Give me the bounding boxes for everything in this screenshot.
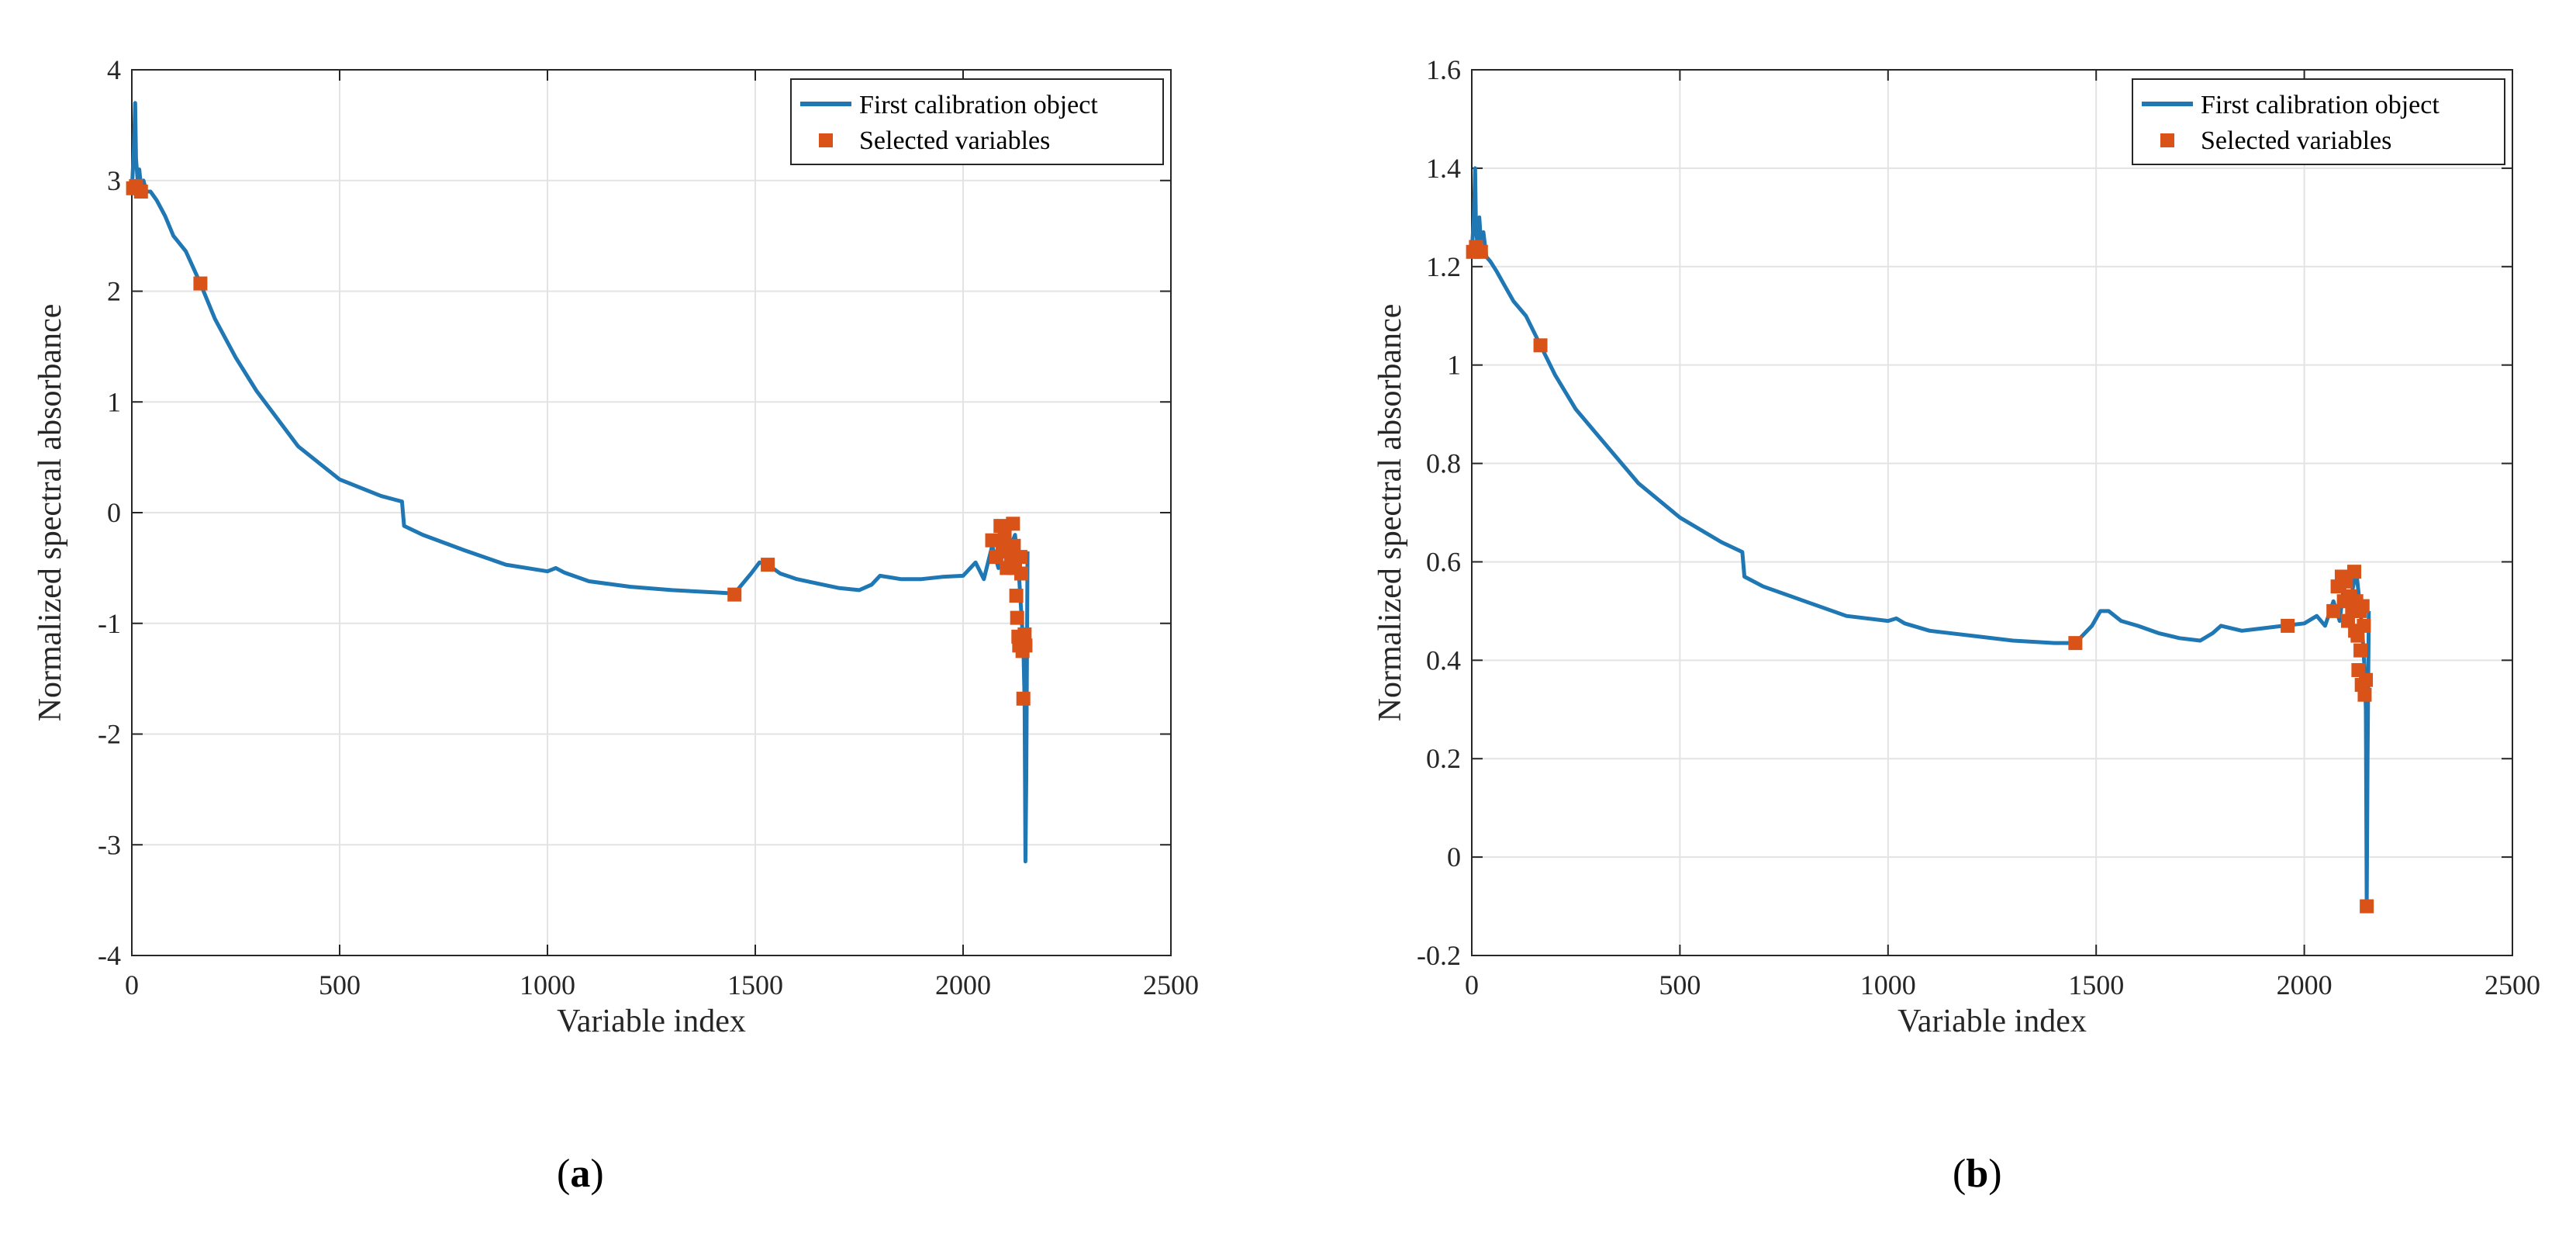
x-tick-label: 2000: [935, 969, 991, 1000]
y-axis-label: Normalized spectral absorbance: [1373, 304, 1408, 722]
legend-marker-swatch: [819, 133, 833, 147]
selected-variable-marker: [2355, 599, 2370, 613]
y-tick-label: 2: [107, 276, 121, 307]
x-axis-label: Variable index: [1897, 1004, 2087, 1039]
y-tick-label: 0.4: [1426, 644, 1461, 676]
selected-variable-marker: [2353, 643, 2368, 658]
selected-variable-marker: [1016, 691, 1031, 706]
x-tick-label: 2500: [1143, 969, 1199, 1000]
selected-variable-marker: [2357, 687, 2372, 702]
selected-variable-marker: [1533, 338, 1548, 353]
y-tick-label: 4: [107, 54, 121, 85]
selected-variable-marker: [2360, 899, 2374, 914]
caption-a-close: ): [590, 1152, 604, 1196]
selected-variable-marker: [1009, 589, 1024, 603]
selected-variable-marker: [1017, 627, 1032, 642]
legend-label-marker: Selected variables: [2201, 126, 2391, 155]
selected-variable-marker: [761, 558, 775, 572]
y-tick-label: 1: [107, 386, 121, 417]
x-tick-label: 0: [125, 969, 139, 1000]
spectrum-line: [129, 101, 1030, 864]
y-tick-label: 1.4: [1426, 153, 1461, 184]
caption-a-open: (: [557, 1152, 571, 1196]
x-tick-label: 1500: [727, 969, 783, 1000]
selected-variable-marker: [1018, 638, 1033, 653]
selected-variable-marker: [2347, 565, 2362, 579]
y-tick-label: 3: [107, 165, 121, 196]
selected-variable-marker: [1013, 550, 1027, 565]
y-tick-label: -1: [98, 608, 121, 639]
y-tick-label: 1: [1447, 350, 1461, 381]
x-tick-label: 1000: [520, 969, 575, 1000]
legend-label-line: First calibration object: [859, 91, 1098, 119]
chart-panel-b: 0 500 1000 1500 2000 2500-0.200.20.40.60.811.…: [1373, 54, 2540, 1039]
y-tick-label: -4: [98, 940, 121, 971]
selected-variable-marker: [1473, 244, 1488, 259]
x-tick-label: 2000: [2277, 969, 2333, 1000]
y-tick-label: -2: [98, 719, 121, 750]
selected-variable-marker: [2068, 636, 2083, 651]
x-tick-label: 500: [319, 969, 361, 1000]
x-tick-label: 500: [1659, 969, 1701, 1000]
caption-b: (b): [1953, 1151, 2002, 1197]
selected-variable-marker: [989, 550, 1003, 565]
selected-variable-marker: [133, 185, 148, 199]
legend-marker-swatch: [2160, 133, 2174, 147]
legend-label-marker: Selected variables: [859, 126, 1050, 155]
selected-variable-marker: [2359, 672, 2374, 687]
legend-label-line: First calibration object: [2201, 91, 2440, 119]
y-tick-label: 0.8: [1426, 448, 1461, 479]
selected-variable-marker: [2281, 618, 2295, 633]
caption-b-close: ): [1988, 1152, 2002, 1196]
y-tick-label: 0.6: [1426, 546, 1461, 577]
plot-area-frame: [1471, 69, 2513, 956]
y-tick-label: 0: [107, 497, 121, 528]
caption-b-open: (: [1953, 1152, 1967, 1196]
chart-panel-a: 0 500 1000 1500 2000 2500 -4 -3 -2 -1 0 1 2 3 4 Variabl…: [33, 54, 1199, 1039]
x-tick-label: 2500: [2484, 969, 2540, 1000]
x-tick-label: 1000: [1860, 969, 1916, 1000]
y-tick-label: -0.2: [1417, 940, 1461, 971]
x-tick-label: 1500: [2068, 969, 2124, 1000]
caption-a: (a): [557, 1151, 604, 1197]
y-axis-label: Normalized spectral absorbance: [33, 304, 68, 722]
y-tick-label: 0: [1447, 841, 1461, 873]
legend-box: [790, 78, 1164, 165]
caption-b-letter: b: [1966, 1152, 1989, 1196]
y-tick-label: 1.2: [1426, 251, 1461, 282]
spectrum-line: [1469, 166, 2371, 909]
selected-variable-marker: [997, 527, 1012, 542]
selected-variable-marker: [1014, 566, 1029, 581]
selected-variable-marker: [1006, 517, 1020, 531]
y-tick-label: 0.2: [1426, 743, 1461, 774]
x-axis-label: Variable index: [557, 1004, 746, 1039]
selected-variable-marker: [727, 587, 742, 602]
selected-variable-marker: [193, 276, 208, 291]
caption-a-letter: a: [570, 1152, 591, 1196]
selected-variable-marker: [2357, 618, 2371, 633]
y-tick-label: -3: [98, 829, 121, 860]
selected-variable-marker: [1010, 610, 1024, 625]
selected-variable-marker: [1007, 538, 1021, 553]
y-tick-label: 1.6: [1426, 54, 1461, 85]
legend-box: [2132, 78, 2505, 165]
x-tick-label: 0: [1465, 969, 1479, 1000]
